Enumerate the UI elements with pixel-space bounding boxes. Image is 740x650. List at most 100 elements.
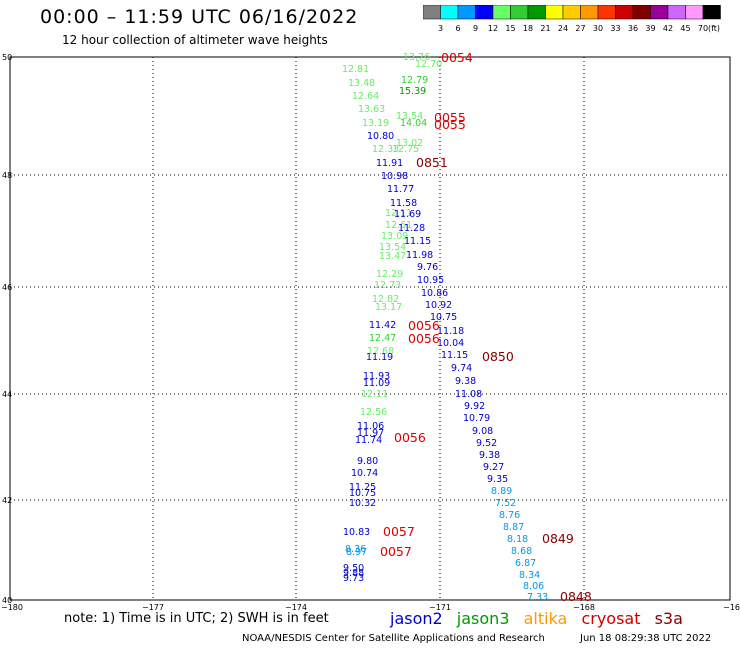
legend-label: 9	[473, 24, 478, 33]
page-subtitle: 12 hour collection of altimeter wave hei…	[62, 33, 328, 47]
swh-value: 15.39	[399, 86, 426, 97]
page-title: 00:00 – 11:59 UTC 06/16/2022	[40, 6, 359, 28]
swh-value: 11.97	[357, 428, 384, 439]
swh-value: 9.08	[472, 426, 493, 437]
legend-label: 36	[628, 24, 638, 33]
swh-value: 9.35	[487, 474, 508, 485]
swh-value: 8.34	[519, 570, 540, 581]
swh-value: 12.47	[369, 333, 396, 344]
swh-value: 11.98	[406, 250, 433, 261]
color-legend: 3 6 9 12 15 18 21 24 27 30 33 36 39 42 45 70 (ft)	[423, 5, 721, 33]
swh-value: 12.64	[352, 91, 379, 102]
map-frame	[9, 56, 731, 601]
swh-value: 12.73	[374, 280, 401, 291]
swh-value: 10.04	[437, 338, 464, 349]
swh-value: 8.97	[346, 547, 367, 558]
swh-value: 8.68	[511, 546, 532, 557]
longitude-label: −16	[723, 603, 740, 612]
swh-value: 11.06	[357, 421, 384, 432]
swh-value: 10.83	[343, 527, 370, 538]
swh-value: 13.54	[379, 242, 406, 253]
pass-time-label: 0057	[380, 544, 412, 559]
pass-time-label: 0850	[482, 349, 514, 364]
swh-value: 11.91	[376, 158, 403, 169]
swh-value: 10.79	[463, 413, 490, 424]
swh-value: 9.88	[343, 568, 364, 579]
legend-label: 42	[663, 24, 673, 33]
swh-value: 9.27	[483, 462, 504, 473]
latitude-label: 46	[2, 283, 12, 292]
swh-value: 13.48	[348, 78, 375, 89]
pass-time-label: 0056	[394, 430, 426, 445]
longitude-label: −177	[142, 603, 164, 612]
swh-value: 9.50	[343, 563, 364, 574]
longitude-label: −168	[573, 603, 595, 612]
legend-label: 33	[610, 24, 620, 33]
swh-value: 7.52	[495, 498, 516, 509]
swh-value: 8.36	[345, 544, 366, 555]
swh-value: 9.74	[451, 363, 472, 374]
footer-note: note: 1) Time is in UTC; 2) SWH is in fe…	[64, 611, 329, 626]
legend-label: 70	[698, 24, 708, 33]
swh-value: 11.93	[363, 371, 390, 382]
satellite-altika: altika	[523, 609, 568, 628]
swh-value: 10.80	[367, 131, 394, 142]
pass-time-label: 0054	[441, 50, 473, 65]
swh-value: 11.15	[404, 236, 431, 247]
swh-value: 12.79	[401, 75, 428, 86]
swh-value: 11.18	[437, 326, 464, 337]
satellite-jason2: jason2	[390, 609, 443, 628]
swh-value: 9.92	[464, 401, 485, 412]
swh-value: 9.76	[417, 262, 438, 273]
swh-value: 11.77	[387, 184, 414, 195]
swh-value: 12.82	[372, 294, 399, 305]
swh-value: 12.33	[372, 144, 399, 155]
swh-value: 13.76	[403, 52, 430, 63]
swh-value: 13.09	[381, 231, 408, 242]
legend-label: 24	[558, 24, 568, 33]
swh-value: 12.11	[385, 208, 412, 219]
legend-label: 30	[593, 24, 603, 33]
satellite-cryosat: cryosat	[581, 609, 641, 628]
legend-label: 3	[438, 24, 443, 33]
legend-label: 27	[575, 24, 585, 33]
swh-value: 12.81	[342, 64, 369, 75]
satellite-jason3: jason3	[456, 609, 510, 628]
pass-time-label: 0057	[383, 524, 415, 539]
legend-units: (ft)	[708, 24, 720, 33]
pass-time-label: 0849	[542, 531, 574, 546]
latitude-label: 40	[2, 596, 12, 605]
swh-value: 10.98	[381, 171, 408, 182]
latitude-label: 50	[2, 53, 12, 62]
satellite-s3a: s3a	[654, 609, 683, 628]
swh-value: 11.58	[390, 198, 417, 209]
longitude-label: −174	[285, 603, 307, 612]
swh-value: 11.28	[398, 223, 425, 234]
pass-time-label: 0055	[434, 117, 466, 132]
pass-time-label: 0055	[434, 110, 466, 125]
swh-value: 8.87	[503, 522, 524, 533]
swh-value: 13.63	[358, 104, 385, 115]
swh-value: 13.02	[396, 138, 423, 149]
swh-value: 11.25	[349, 482, 376, 493]
latitude-label: 42	[2, 496, 12, 505]
swh-value: 10.32	[349, 498, 376, 509]
legend-label: 18	[523, 24, 533, 33]
longitude-label: −180	[1, 603, 23, 612]
legend-label: 6	[455, 24, 460, 33]
swh-value: 12.75	[392, 144, 419, 155]
pass-time-label: 0848	[560, 589, 592, 604]
swh-value: 11.74	[355, 435, 382, 446]
swh-value: 10.86	[421, 288, 448, 299]
swh-value: 9.80	[357, 456, 378, 467]
pass-time-label: 0056	[408, 331, 440, 346]
swh-value: 8.06	[523, 581, 544, 592]
swh-value: 9.38	[479, 450, 500, 461]
swh-value: 8.18	[507, 534, 528, 545]
swh-value: 8.76	[499, 510, 520, 521]
swh-value: 10.75	[430, 312, 457, 323]
generated-timestamp: Jun 18 08:29:38 UTC 2022	[580, 633, 712, 644]
legend-swatch	[702, 5, 721, 20]
satellite-legend: jason2 jason3 altika cryosat s3a	[390, 609, 692, 628]
